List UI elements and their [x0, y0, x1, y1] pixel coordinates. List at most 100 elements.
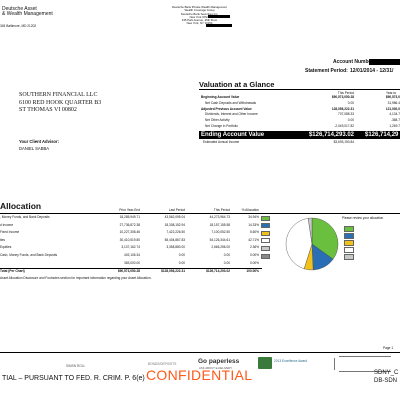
- allocation-row-label: , Money Funds, and Bank Deposits: [0, 215, 50, 219]
- allocation-row-last: 3,358,880.00: [166, 245, 185, 250]
- allocation-title: Allocation: [0, 201, 42, 211]
- allocation-legend-text: Please review your allocation: [342, 216, 384, 220]
- allocation-row-this: 0.00: [223, 253, 230, 257]
- allocation-row-label: Fixed Income: [0, 230, 20, 235]
- bank-name-line2: & Wealth Management: [2, 11, 53, 17]
- allocation-row-pct: 5.60%: [249, 230, 259, 235]
- estimated-income-value: $3,693,190.84: [333, 140, 354, 144]
- allocation-row-prior: 10,227,308.46: [119, 230, 140, 235]
- allocation-row-pct: 14.33%: [248, 222, 259, 227]
- redaction-bar: [206, 24, 232, 27]
- ending-value-amount: $126,714,293.02: [308, 132, 354, 138]
- account-number-redaction: [369, 59, 400, 65]
- valuation-row-ytd: 4,134.7: [389, 112, 400, 117]
- allocation-row-label: Equities: [0, 245, 12, 250]
- allocation-pie-chart: [285, 217, 339, 271]
- allocation-row-label: d Income: [0, 222, 14, 227]
- allocation-total-pct: 100.00%: [246, 269, 259, 273]
- allocation-row-swatch: [261, 253, 270, 259]
- allocation-total-last: $128,056,222.31: [161, 269, 185, 273]
- bates-code-1: SDNY_C: [374, 370, 399, 376]
- valuation-row-label: Adjusted Previous Account Value: [201, 106, 252, 111]
- allocation-row-swatch: [261, 223, 270, 229]
- allocation-row-pct: 42.71%: [248, 237, 259, 242]
- award-logo: [258, 357, 272, 369]
- allocation-row-last: 43,562,095.04: [164, 215, 185, 219]
- legend-swatch: [344, 240, 354, 246]
- pie-slice: [307, 217, 313, 245]
- header-center-block: Deutsche Bank Private Wealth Management …: [172, 5, 227, 26]
- advisor-name: DANIEL SABBA: [19, 146, 50, 151]
- valuation-row-ytd: 1,269.7: [389, 124, 400, 128]
- legend-swatch: [344, 226, 354, 232]
- valuation-row-value: 707,088.33: [338, 112, 354, 117]
- allocation-rule: [0, 213, 400, 214]
- confidential-left: TIAL – PURSUANT TO FED. R. CRIM. P. 6(e): [2, 375, 145, 382]
- allocation-row-last: 0.00: [178, 260, 185, 265]
- bates-code-2: DB-SDN: [374, 378, 398, 384]
- allocation-row-this: 18,157,155.58: [209, 222, 230, 227]
- client-address-line: SOUTHERN FINANCIAL LLC: [19, 92, 98, 98]
- go-paperless: Go paperless: [198, 358, 240, 365]
- valuation-col-year-to: Year-to: [386, 91, 397, 95]
- allocation-row-pct: 0.00%: [249, 260, 259, 265]
- valuation-row-value: $90,573,050.28: [331, 95, 354, 99]
- allocation-row-pct: 2.36%: [249, 245, 259, 250]
- allocation-row-prior: 3,137,162.74: [121, 245, 140, 250]
- allocation-row-prior: 18,285,949.71: [119, 215, 140, 219]
- valuation-title: Valuation at a Glance: [199, 80, 275, 89]
- allocation-header-this: This Period: [213, 208, 230, 212]
- advisor-label: Your Client Advisor:: [19, 139, 60, 144]
- valuation-row-ytd: -368.7: [390, 118, 400, 123]
- allocation-row-prior: 27,736,872.38: [119, 222, 140, 227]
- allocation-row-this: 44,273,964.73: [209, 215, 230, 219]
- legend-swatch: [344, 254, 354, 260]
- allocation-row-swatch: [261, 238, 270, 244]
- valuation-row-value: 0.00: [347, 100, 354, 105]
- award-text: 2013 Excellence Award: [274, 359, 308, 363]
- header-line: Deutsche Bank Private Wealth Management: [172, 5, 227, 9]
- bank-logo: Deutsche Asset & Wealth Management: [2, 7, 53, 17]
- pie-slice: [285, 218, 313, 270]
- bank-address: 345 Baltimore, MD 21202: [0, 24, 37, 28]
- allocation-row-pct: 34.94%: [248, 215, 259, 219]
- statement-period-label: Statement Period:: [305, 68, 348, 74]
- confidential-stamp: CONFIDENTIAL: [146, 367, 253, 383]
- allocation-total-prior: $90,573,050.28: [117, 269, 140, 273]
- ending-value-label: Ending Account Value: [201, 132, 265, 138]
- allocation-row-this: 0.00: [223, 260, 230, 265]
- header-line: Wealth Coverage Group: [184, 8, 215, 13]
- page-number: Page 1: [383, 346, 394, 350]
- allocation-total-rule: [0, 268, 262, 269]
- statement-period-value: 12/01/2014 - 12/31/: [350, 68, 394, 74]
- allocation-row-label: Cash, Money Funds, and Bank Deposits: [0, 253, 58, 257]
- allocation-header-last: Last Period: [168, 208, 185, 212]
- allocation-row-pct: 0.00%: [249, 253, 259, 257]
- valuation-row-ytd: 121,030,0: [385, 106, 400, 111]
- allocation-header-pct: % Allocation: [241, 208, 259, 212]
- allocation-row-this: 2,666,256.00: [211, 245, 230, 250]
- bank-name-line1: Deutsche Asset: [2, 6, 37, 12]
- client-address-line: ST THOMAS VI 00802: [19, 107, 77, 113]
- valuation-row-value: -2,049,017.82: [334, 124, 354, 128]
- header-line: New York, NY 10154: [186, 21, 213, 26]
- allocation-row-prior: 383,000.00: [124, 260, 140, 265]
- header-line: New York Office: [189, 14, 210, 19]
- valuation-rule: [199, 89, 400, 90]
- footer-graphic: [339, 356, 391, 372]
- allocation-footnote: Asset Allocation Disclosure and Footnote…: [0, 276, 152, 280]
- valuation-row-ytd: 31,986.4: [387, 100, 400, 105]
- valuation-row-value: 0.00: [347, 118, 354, 123]
- valuation-row-label: Beginning Account Value: [201, 95, 240, 99]
- header-line: 345 Park Avenue, 26th Floor: [181, 18, 218, 23]
- allocation-row-last: 0.00: [178, 253, 185, 257]
- valuation-row-value: 128,056,222.31: [331, 106, 354, 111]
- redaction-footer: [334, 358, 335, 370]
- go-paperless-sub: ASK ABOUT E-DELIVERY: [199, 366, 233, 370]
- allocation-row-label: ties: [0, 237, 5, 242]
- allocation-total-this: $126,714,293.02: [206, 269, 230, 273]
- account-number-label: Account Number:: [333, 59, 375, 65]
- legend-swatch: [344, 233, 354, 239]
- allocation-row-swatch: [261, 245, 270, 251]
- header-line: Deutsche Bank Securities Inc.: [180, 11, 219, 16]
